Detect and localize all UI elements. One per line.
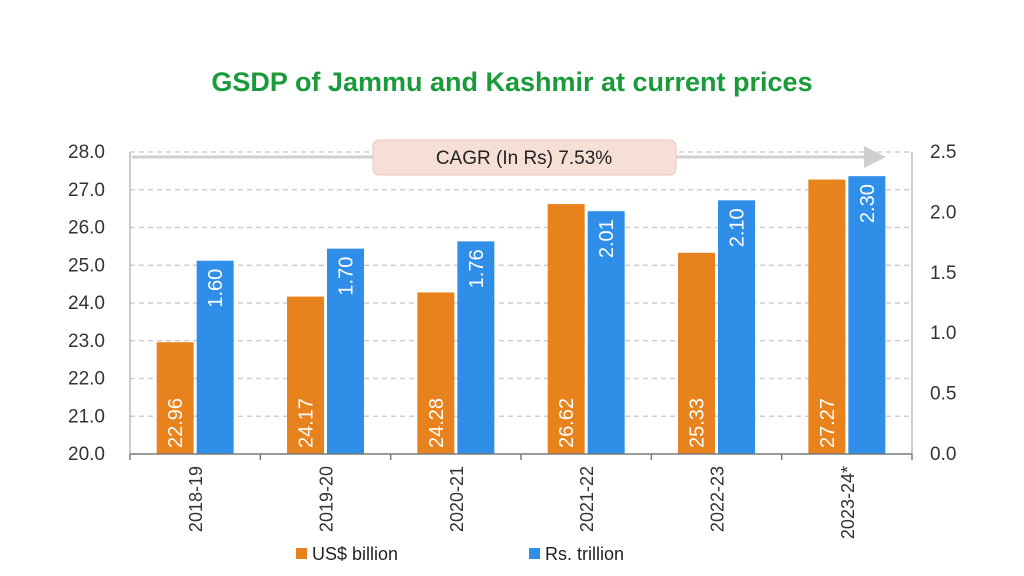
bar-usd-billion [417,292,455,454]
bar-label-rs: 2.01 [596,219,618,258]
cagr-annotation-box [372,139,677,176]
legend-label-rs: Rs. trillion [545,544,624,564]
y-right-tick-label: 1.0 [930,323,956,344]
bar-usd-billion [287,296,324,454]
y-right-tick-label: 2.5 [930,142,956,163]
y-left-tick-label: 23.0 [68,331,105,352]
bar-rs-trillion [718,200,755,454]
x-category-label: 2021-22 [577,466,597,532]
bar-label-rs: 1.70 [336,257,358,296]
cagr-annotation-text: CAGR (In Rs) 7.53% [436,148,612,169]
x-category-label: 2023-24* [838,466,858,539]
bar-label-usd: 27.27 [817,398,839,448]
chart-title: GSDP of Jammu and Kashmir at current pri… [211,67,812,97]
y-left-tick-label: 24.0 [68,293,105,314]
bar-rs-trillion [848,176,886,454]
y-right-tick-label: 0.0 [930,444,956,465]
bar-rs-trillion [196,260,234,454]
bar-rs-trillion [587,211,625,454]
y-left-tick-label: 21.0 [68,406,105,427]
bar-label-usd: 25.33 [687,398,709,448]
bar-usd-billion [808,179,846,454]
x-category-label: 2018-19 [186,466,206,532]
bar-label-rs: 1.76 [466,249,488,288]
bar-label-usd: 22.96 [165,398,187,448]
bar-label-usd: 24.28 [426,398,448,448]
x-category-label: 2019-20 [317,466,337,532]
x-category-label: 2020-21 [447,466,467,532]
x-category-label: 2022-23 [708,466,728,532]
bar-usd-billion [678,252,715,454]
bar-label-rs: 2.30 [857,184,879,223]
legend-swatch-rs [529,548,540,559]
cagr-arrow-head [864,146,886,168]
y-right-tick-label: 0.5 [930,384,956,405]
y-left-tick-label: 22.0 [68,369,105,390]
legend-label-usd: US$ billion [312,544,398,564]
legend-swatch-usd [296,548,307,559]
y-left-tick-label: 26.0 [68,218,105,239]
bar-label-usd: 26.62 [556,398,578,448]
y-right-tick-label: 1.5 [930,263,956,284]
bar-label-rs: 2.10 [727,208,749,247]
bar-label-rs: 1.60 [205,269,227,308]
bar-rs-trillion [457,241,495,454]
y-left-tick-label: 20.0 [68,444,105,465]
y-right-tick-label: 2.0 [930,202,956,223]
bar-label-usd: 24.17 [296,398,318,448]
bar-usd-billion [547,204,585,454]
bar-rs-trillion [327,248,364,454]
bar-usd-billion [156,342,194,454]
y-left-tick-label: 28.0 [68,142,105,163]
y-left-tick-label: 25.0 [68,255,105,276]
y-left-tick-label: 27.0 [68,180,105,201]
